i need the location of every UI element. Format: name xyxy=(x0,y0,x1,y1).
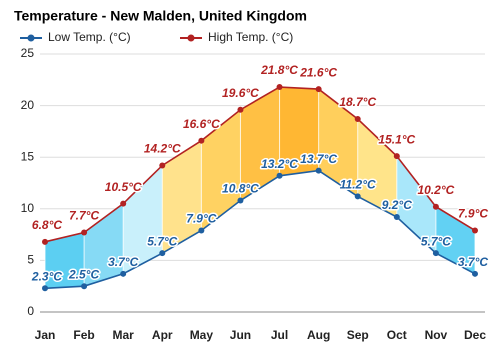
range-fill xyxy=(84,203,124,287)
range-fill xyxy=(357,119,397,218)
x-tick-label: Nov xyxy=(425,328,448,342)
data-point xyxy=(354,116,361,123)
data-label: 7.7°C xyxy=(69,209,99,223)
data-point xyxy=(315,86,322,93)
data-label: 6.8°C xyxy=(32,218,62,232)
data-point xyxy=(432,250,439,257)
y-tick-label: 10 xyxy=(21,201,35,215)
data-label: 21.8°C xyxy=(260,63,298,77)
legend-item: Low Temp. (°C) xyxy=(20,30,131,44)
data-point xyxy=(42,238,48,245)
range-fill xyxy=(123,165,163,274)
x-tick-label: Aug xyxy=(307,328,330,342)
x-tick-label: Jun xyxy=(230,328,251,342)
range-fill xyxy=(45,232,85,289)
y-tick-label: 20 xyxy=(21,98,35,112)
data-label: 10.8°C xyxy=(222,182,259,196)
data-point xyxy=(159,250,166,257)
data-point xyxy=(120,200,127,207)
range-fill xyxy=(201,109,241,231)
data-label: 9.2°C xyxy=(382,198,412,212)
data-label: 3.7°C xyxy=(458,255,488,269)
data-label: 18.7°C xyxy=(339,95,376,109)
data-label: 5.7°C xyxy=(421,234,451,248)
data-point xyxy=(237,197,244,204)
data-point xyxy=(198,137,205,144)
data-point xyxy=(354,193,361,200)
y-tick-label: 25 xyxy=(21,46,35,60)
range-fill xyxy=(318,89,358,197)
y-tick-label: 15 xyxy=(21,149,35,163)
data-label: 19.6°C xyxy=(222,86,259,100)
data-point xyxy=(237,106,244,113)
data-label: 13.2°C xyxy=(261,157,298,171)
data-label: 2.5°C xyxy=(68,267,99,281)
x-tick-label: Sep xyxy=(347,328,369,342)
legend-marker xyxy=(187,34,195,42)
data-label: 2.3°C xyxy=(31,269,62,283)
x-tick-label: Jul xyxy=(271,328,288,342)
range-fill xyxy=(162,140,202,254)
data-point xyxy=(159,162,166,169)
data-point xyxy=(472,270,478,277)
data-label: 13.7°C xyxy=(300,152,337,166)
data-label: 7.9°C xyxy=(458,207,488,221)
x-tick-label: Feb xyxy=(73,328,94,342)
series-line xyxy=(44,169,476,290)
data-point xyxy=(472,227,478,234)
y-tick-label: 5 xyxy=(27,253,34,267)
data-point xyxy=(393,214,400,221)
series-line xyxy=(44,86,476,243)
data-label: 14.2°C xyxy=(144,142,181,156)
x-tick-label: Oct xyxy=(387,328,407,342)
data-label: 3.7°C xyxy=(108,255,138,269)
legend-marker xyxy=(27,34,35,42)
y-tick-label: 0 xyxy=(27,304,34,318)
data-point xyxy=(198,227,205,234)
range-fill xyxy=(396,156,436,254)
data-label: 15.1°C xyxy=(378,132,415,146)
data-point xyxy=(81,229,88,236)
data-point xyxy=(276,172,283,179)
data-point xyxy=(42,285,48,292)
data-point xyxy=(81,283,88,290)
data-point xyxy=(276,84,283,91)
range-fill xyxy=(279,87,319,176)
data-label: 7.9°C xyxy=(186,212,216,226)
x-tick-label: Mar xyxy=(113,328,135,342)
data-point xyxy=(315,167,322,174)
data-label: 5.7°C xyxy=(147,234,177,248)
data-point xyxy=(120,270,127,277)
range-fill xyxy=(240,87,280,201)
data-label: 21.6°C xyxy=(299,65,337,79)
x-tick-label: Jan xyxy=(35,328,56,342)
x-tick-label: Dec xyxy=(464,328,486,342)
chart-title: Temperature - New Malden, United Kingdom xyxy=(14,8,307,24)
data-point xyxy=(432,203,439,210)
data-point xyxy=(393,153,400,160)
data-label: 11.2°C xyxy=(340,178,376,192)
legend-item: High Temp. (°C) xyxy=(180,30,293,44)
x-tick-label: Apr xyxy=(152,328,173,342)
x-tick-label: May xyxy=(190,328,214,342)
data-label: 16.6°C xyxy=(183,117,220,131)
range-fill xyxy=(435,206,475,274)
data-label: 10.2°C xyxy=(417,183,454,197)
legend-label: Low Temp. (°C) xyxy=(48,30,131,44)
legend-label: High Temp. (°C) xyxy=(208,30,293,44)
data-label: 10.5°C xyxy=(105,180,142,194)
